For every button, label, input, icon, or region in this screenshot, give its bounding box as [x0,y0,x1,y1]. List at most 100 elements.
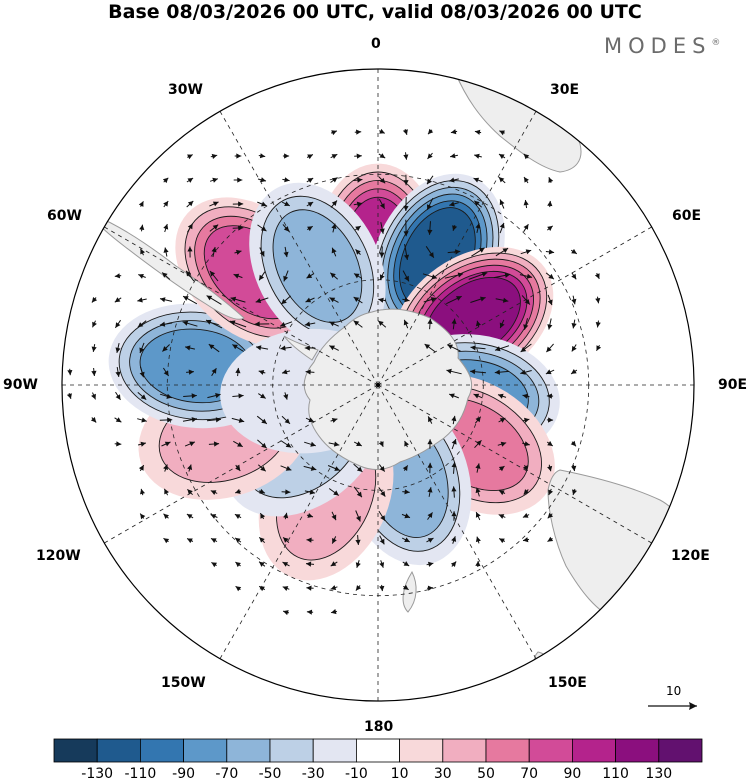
colorbar-tick-label: 30 [433,766,452,782]
antarctic-peninsula [283,335,319,361]
wind-arrow [451,438,457,450]
wind-arrow [451,486,457,498]
wind-arrow [306,154,314,160]
wind-arrow [330,153,338,159]
wind-arrow [379,222,385,234]
colorbar-swatch [399,738,444,763]
wind-arrow [498,514,506,519]
wind-arrow [163,464,168,472]
colorbar-swatch [139,738,184,763]
wind-arrow [471,247,485,257]
wind-arrow [498,176,506,184]
colorbar-swatch [485,738,530,763]
wind-arrow [474,129,482,135]
wind-arrow [378,441,384,447]
reference-vector-label: 10 [666,684,682,698]
wind-arrow [379,584,385,592]
wind-arrow [519,273,533,279]
wind-arrow [571,319,577,329]
land-layer [95,71,694,673]
wind-arrow [446,368,462,375]
lon-label-90e: 90E [718,377,748,393]
wind-arrow [304,489,316,495]
wind-arrow [163,488,169,496]
wind-arrow [206,295,222,305]
wind-arrow [475,536,481,544]
wind-arrow [230,296,246,303]
map-disc [62,69,694,701]
wind-arrow [255,345,269,351]
wind-arrow [571,295,577,305]
colorbar-tick-label: -10 [344,766,368,782]
wind-arrow [282,610,290,616]
wind-arrow [305,369,315,375]
wind-arrow [232,393,244,399]
wind-arrow [451,462,457,474]
wind-arrow [163,223,169,233]
wind-arrow [470,296,486,303]
wind-arrow [379,560,385,568]
wind-arrow [163,247,169,257]
wind-arrow [258,536,266,544]
wind-arrow [427,221,433,235]
wind-arrow [403,152,409,160]
wind-arrow [497,393,507,399]
wind-arrow [282,586,290,591]
wind-arrow [451,318,457,330]
wind-arrow [304,321,316,327]
wind-arrow [379,535,385,545]
wind-arrow [427,512,433,520]
wind-arrow [259,247,265,257]
colorbar-swatch [226,738,271,763]
wind-arrow [330,418,338,423]
wind-arrow [184,345,196,351]
wind-arrow [546,441,554,447]
reference-vector [648,702,697,710]
wind-arrow [402,489,410,495]
wind-arrow [353,273,363,279]
wind-arrow [91,367,97,377]
colorbar-swatch [312,738,357,763]
wind-arrow [303,465,317,471]
wind-arrow [353,486,363,498]
wind-arrow [401,537,411,543]
wind-arrow [209,177,219,183]
colorbar-tick-label: -130 [81,766,114,782]
wind-arrow [187,246,193,258]
wind-arrow [354,225,362,231]
wind-arrow [475,320,481,328]
wind-arrow [355,585,362,591]
wind-arrow [523,489,529,495]
wind-arrow [475,463,481,473]
wind-arrow [208,343,220,353]
wind-arrow [522,393,530,399]
wind-arrow [91,297,98,303]
wind-arrow [426,175,434,185]
wind-arrow [353,320,363,328]
wind-arrow [497,441,507,447]
wind-arrow [67,368,73,376]
wind-arrow [281,201,291,207]
wind-arrow [475,222,481,234]
wind-arrow [402,465,409,471]
wind-arrow [354,129,362,135]
colorbar-tick-label: 50 [477,766,495,782]
wind-arrow [115,342,121,354]
wind-arrow [331,247,337,257]
wind-arrow [545,249,555,255]
wind-arrow [137,417,147,423]
wind-arrow [403,174,409,186]
wind-arrow [475,511,481,521]
wind-arrow [353,463,363,473]
wind-arrow [282,177,290,183]
wind-arrow [280,440,292,448]
wind-arrow [546,417,554,423]
wind-arrow [235,585,242,592]
wind-arrow [493,272,511,279]
wind-arrow [446,295,462,305]
wind-arrow [470,345,486,351]
wind-arrow [281,415,291,425]
wind-arrow [379,246,385,258]
wind-arrow [404,244,410,260]
wind-arrow [450,129,458,135]
